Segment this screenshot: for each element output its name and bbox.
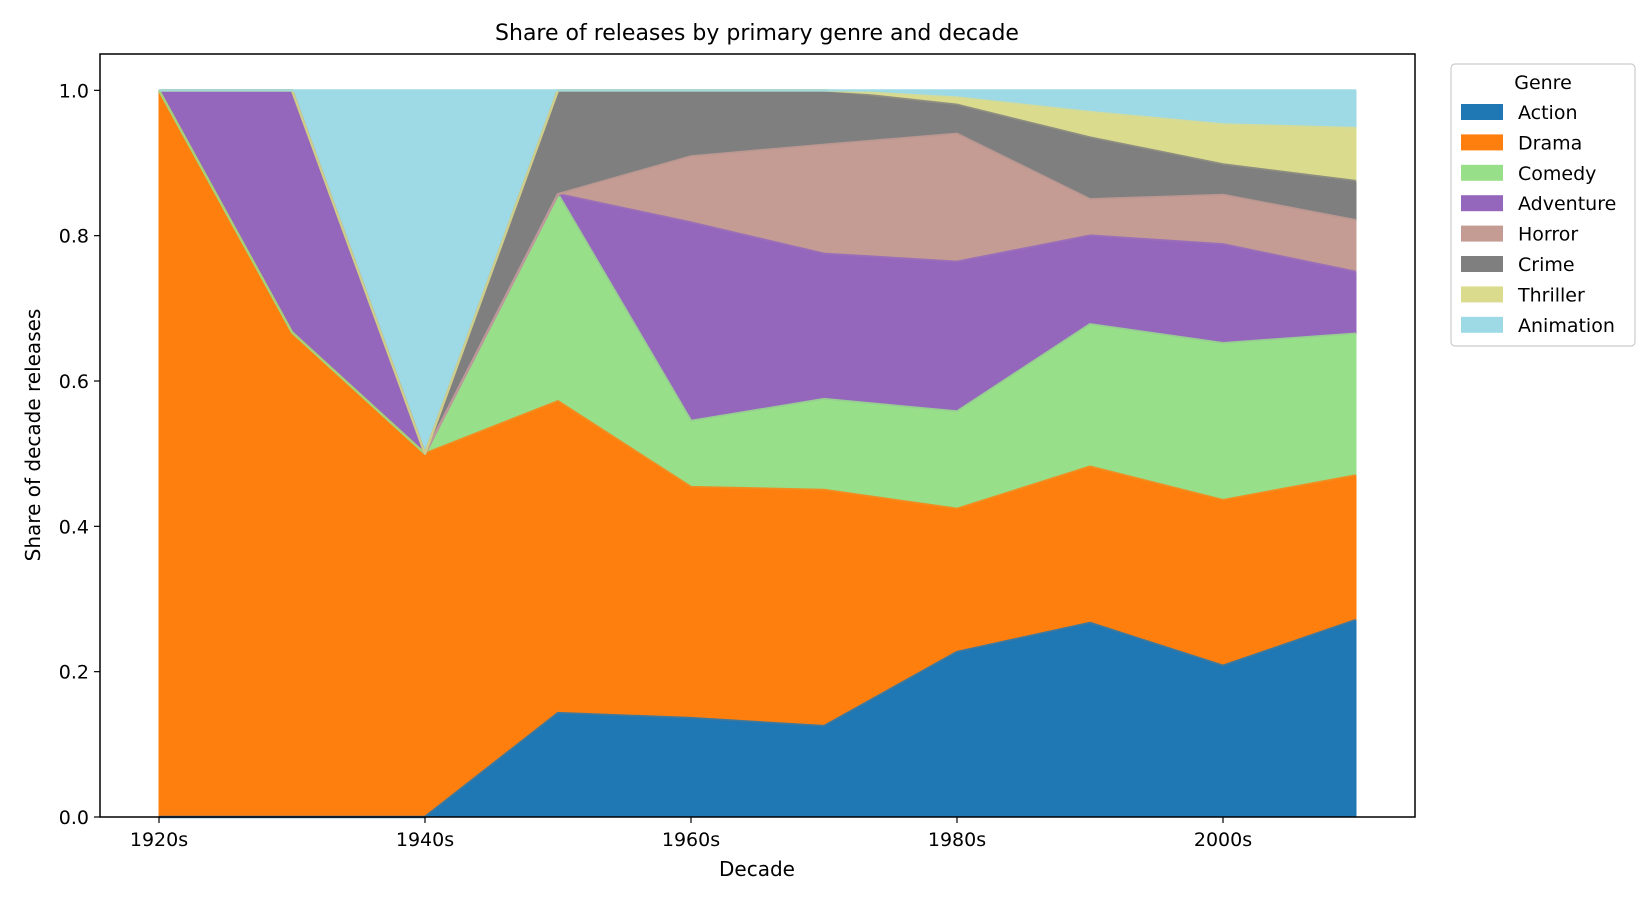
legend: Genre Action Drama Comedy Adventure Horror Cr… — [1450, 63, 1636, 347]
x-tick-label: 2000s — [1194, 829, 1252, 851]
legend-title: Genre — [1514, 72, 1572, 94]
legend-label-horror: Horror — [1518, 224, 1578, 246]
y-tick-label: 0.2 — [59, 662, 89, 684]
plot-areas — [158, 89, 1357, 818]
legend-label-adventure: Adventure — [1518, 193, 1616, 215]
x-tick-label: 1920s — [130, 829, 188, 851]
legend-swatch-adventure — [1461, 195, 1503, 212]
legend-swatch-action — [1461, 104, 1503, 120]
legend-label-animation: Animation — [1518, 315, 1615, 337]
legend-label-comedy: Comedy — [1518, 163, 1596, 185]
legend-swatch-comedy — [1461, 164, 1503, 181]
legend-swatch-thriller — [1461, 286, 1503, 303]
x-tick-label: 1960s — [662, 829, 720, 851]
legend-swatch-animation — [1461, 316, 1503, 333]
legend-label-crime: Crime — [1518, 254, 1575, 276]
chart-title: Share of releases by primary genre and d… — [495, 21, 1019, 46]
y-tick-label: 0.6 — [59, 371, 89, 393]
y-axis-label: Share of decade releases — [21, 309, 45, 562]
area-edge-comedy — [157, 89, 1357, 455]
x-axis-ticks: 1920s 1940s 1960s 1980s 2000s — [130, 817, 1252, 851]
legend-swatch-horror — [1461, 225, 1503, 242]
legend-items: Action Drama Comedy Adventure Horror Crime Thr… — [1461, 102, 1616, 337]
plot-edges — [157, 89, 1357, 819]
plot-frame — [99, 53, 1416, 818]
y-tick-label: 0.0 — [59, 807, 89, 829]
legend-swatch-crime — [1461, 256, 1503, 272]
legend-label-thriller: Thriller — [1517, 284, 1585, 306]
x-tick-label: 1940s — [396, 829, 454, 851]
x-axis-label: Decade — [719, 857, 795, 881]
legend-label-action: Action — [1518, 102, 1578, 124]
legend-swatch-drama — [1461, 134, 1503, 151]
y-tick-label: 0.4 — [59, 516, 89, 538]
y-axis-ticks: 0.0 0.2 0.4 0.6 0.8 1.0 — [59, 80, 100, 829]
y-tick-label: 1.0 — [59, 80, 89, 102]
x-tick-label: 1980s — [928, 829, 986, 851]
legend-label-drama: Drama — [1518, 132, 1582, 154]
y-tick-label: 0.8 — [59, 226, 89, 248]
